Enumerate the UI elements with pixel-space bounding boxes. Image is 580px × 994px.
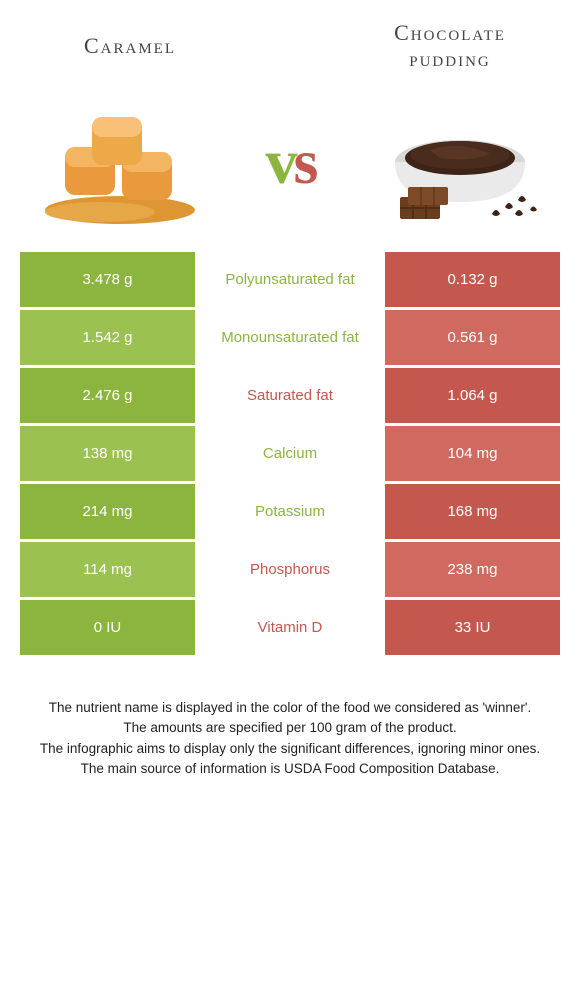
right-food-title: Chocolate pudding (350, 20, 550, 72)
footer-line: The main source of information is USDA F… (20, 759, 560, 779)
table-row: 2.476 gSaturated fat1.064 g (20, 368, 560, 423)
table-row: 3.478 gPolyunsaturated fat0.132 g (20, 252, 560, 307)
nutrient-table: 3.478 gPolyunsaturated fat0.132 g1.542 g… (20, 252, 560, 655)
nutrient-label: Polyunsaturated fat (195, 252, 385, 307)
left-value: 214 mg (20, 484, 195, 539)
images-row: vs (0, 82, 580, 252)
caramel-image (30, 92, 210, 232)
vs-label: vs (266, 125, 315, 199)
right-value: 168 mg (385, 484, 560, 539)
nutrient-label: Saturated fat (195, 368, 385, 423)
right-value: 238 mg (385, 542, 560, 597)
right-value: 1.064 g (385, 368, 560, 423)
table-row: 1.542 gMonounsaturated fat0.561 g (20, 310, 560, 365)
left-value: 2.476 g (20, 368, 195, 423)
left-value: 114 mg (20, 542, 195, 597)
nutrient-label: Phosphorus (195, 542, 385, 597)
footer-line: The amounts are specified per 100 gram o… (20, 718, 560, 738)
nutrient-label: Potassium (195, 484, 385, 539)
left-value: 3.478 g (20, 252, 195, 307)
left-value: 1.542 g (20, 310, 195, 365)
left-value: 138 mg (20, 426, 195, 481)
table-row: 214 mgPotassium168 mg (20, 484, 560, 539)
right-value: 33 IU (385, 600, 560, 655)
header: Caramel Chocolate pudding (0, 0, 580, 82)
table-row: 114 mgPhosphorus238 mg (20, 542, 560, 597)
left-food-title: Caramel (30, 33, 230, 59)
pudding-image (370, 92, 550, 232)
nutrient-label: Vitamin D (195, 600, 385, 655)
footer-line: The nutrient name is displayed in the co… (20, 698, 560, 718)
left-value: 0 IU (20, 600, 195, 655)
footer-notes: The nutrient name is displayed in the co… (0, 658, 580, 799)
right-value: 0.132 g (385, 252, 560, 307)
right-value: 104 mg (385, 426, 560, 481)
table-row: 0 IUVitamin D33 IU (20, 600, 560, 655)
nutrient-label: Calcium (195, 426, 385, 481)
right-value: 0.561 g (385, 310, 560, 365)
footer-line: The infographic aims to display only the… (20, 739, 560, 759)
table-row: 138 mgCalcium104 mg (20, 426, 560, 481)
nutrient-label: Monounsaturated fat (195, 310, 385, 365)
